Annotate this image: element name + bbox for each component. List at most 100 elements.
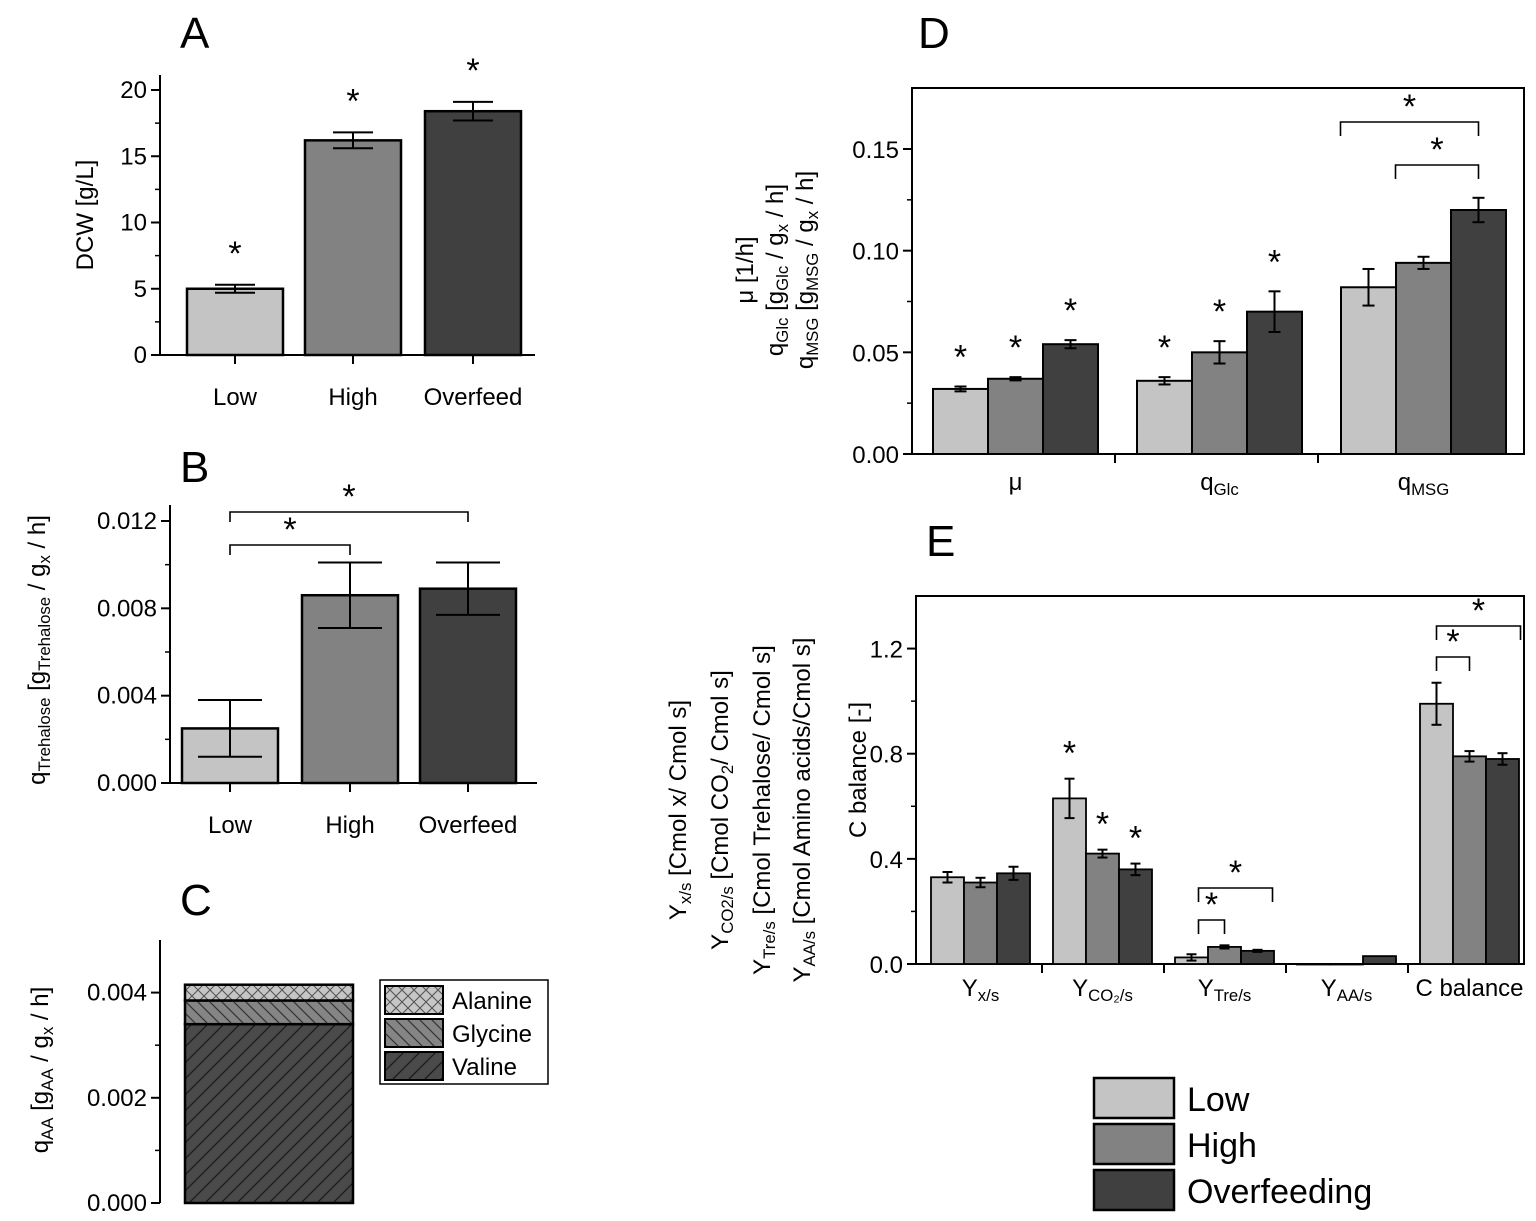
e-category-label-part: AA/s: [1337, 986, 1372, 1005]
e-y-title-line-part: Y: [789, 966, 816, 982]
c-legend-swatch-alanine: [384, 985, 444, 1015]
e-bracket-c-low-over-star: *: [1472, 592, 1485, 630]
d-y-title-line-part: q: [762, 343, 789, 356]
d-y-title-line-part: / g: [762, 232, 789, 265]
e-significance-star: *: [1096, 806, 1109, 844]
e-bar-high: [1329, 963, 1364, 966]
b-y-axis-tick-label: 0.012: [97, 508, 157, 535]
e-category-label: Yx/s: [962, 975, 999, 1005]
b-y-title-part: [g: [24, 671, 51, 698]
d-y-title-line: μ [1/h]: [732, 236, 759, 303]
d-category-label-part: μ: [1009, 469, 1023, 496]
c-y-title-part: AA: [38, 1068, 57, 1091]
b-y-title-part: / h]: [24, 515, 51, 555]
d-bar-low: [1340, 286, 1397, 455]
d-significance-star: *: [1009, 329, 1022, 367]
a-y-axis-tick-label: 0: [134, 342, 147, 369]
e-y-title-line: YTre/s [Cmol Trehalose/ Cmol s]: [749, 645, 779, 975]
e-y-title-line: YCO2/s [Cmol CO2/ Cmol s]: [707, 670, 737, 950]
c-y-title: qAA [gAA / gx / h]: [27, 987, 57, 1154]
legend-swatch-overfeeding: [1092, 1168, 1176, 1212]
d-significance-star: *: [1158, 329, 1171, 367]
panel-label-e: E: [926, 517, 955, 566]
e-y-title-line-part: x/s: [676, 883, 695, 904]
b-bracket-low-high-star: *: [283, 511, 296, 549]
e-bar-low: [1419, 702, 1454, 965]
d-bar-high: [987, 377, 1044, 455]
d-y-title-line-part: q: [792, 356, 819, 369]
a-bar-high: [303, 139, 403, 357]
d-y-tick-label: 0.10: [852, 239, 899, 266]
e-category-label-part: Y: [1198, 975, 1214, 1002]
d-y-title-line-part: MSG: [803, 253, 822, 291]
c-y-title-part: / h]: [27, 987, 54, 1027]
c-y-title-part: / g: [27, 1035, 54, 1068]
d-significance-star: *: [1064, 292, 1077, 330]
e-y-title-line-part: [Cmol x/ Cmol s]: [665, 700, 692, 883]
e-y-title-line-part: [Cmol Trehalose/ Cmol s]: [749, 645, 776, 921]
e-category-label-part: Y: [1321, 975, 1337, 1002]
d-y-tick-label: 0.15: [852, 137, 899, 164]
e-category-label-part: x/s: [978, 986, 999, 1005]
b-category-label: Low: [208, 812, 253, 839]
e-y-tick-label: 0.8: [870, 742, 903, 769]
c-bar-segment-valine: [183, 1022, 355, 1205]
c-legend-label: Glycine: [452, 1021, 532, 1048]
c-y-axis-tick-label: 0.002: [87, 1085, 147, 1112]
d-bar-overfeeding: [1246, 310, 1303, 455]
a-bar-low: [185, 287, 285, 357]
b-category-label: High: [325, 812, 374, 839]
e-y-title-line-part: / Cmol s]: [707, 670, 734, 765]
d-category-label-part: q: [1398, 469, 1411, 496]
d-significance-star: *: [1213, 293, 1226, 331]
d-bar-overfeeding: [1450, 209, 1507, 455]
e-y-title-line-part: AA/s: [800, 931, 819, 966]
panel-label-c: C: [180, 876, 212, 925]
d-y-title-line-part: x: [773, 223, 792, 232]
legend-swatch-high: [1092, 1122, 1176, 1166]
d-y-title-line: qMSG [gMSG / gx / h]: [792, 171, 822, 369]
d-bracket-high-over: [1394, 164, 1480, 179]
d-y-title-line-part: Glc: [773, 318, 792, 343]
e-y-tick-label: 0.0: [870, 952, 903, 979]
e-y-title-line-part: [Cmol CO: [707, 774, 734, 886]
panel-label-b: B: [180, 443, 209, 492]
legend-label-low: Low: [1187, 1081, 1250, 1119]
d-category-label-part: MSG: [1411, 480, 1449, 499]
e-y-title-line-part: [Cmol Amino acids/Cmol s]: [789, 638, 816, 931]
e-y-title-line-part: Tre/s: [760, 921, 779, 959]
e-y-title-line-part: Y: [707, 934, 734, 950]
e-bar-high: [963, 881, 998, 965]
d-y-title-line-part: MSG: [803, 318, 822, 356]
c-legend-label: Alanine: [452, 988, 532, 1015]
b-y-title-part: x: [35, 555, 54, 564]
b-y-title-part: Trehalose: [35, 597, 54, 671]
d-y-title-line: qGlc [gGlc / gx / h]: [762, 184, 792, 356]
d-y-title-line-part: [g: [792, 291, 819, 318]
e-bar-low: [930, 876, 965, 965]
d-significance-star: *: [954, 338, 967, 376]
legend-label-high: High: [1187, 1127, 1257, 1165]
a-significance-star: *: [346, 82, 359, 120]
a-y-axis-tick-label: 15: [120, 143, 147, 170]
e-y-title-c-balance: C balance [-]: [845, 702, 872, 838]
d-category-label-part: Glc: [1214, 480, 1239, 499]
e-category-label: YTre/s: [1198, 975, 1252, 1005]
d-bar-high: [1395, 261, 1452, 455]
e-y-title-line: YAA/s [Cmol Amino acids/Cmol s]: [789, 638, 819, 983]
b-y-title-part: q: [24, 772, 51, 785]
e-category-label-part: Y: [1072, 975, 1088, 1002]
b-bracket-low-high: [229, 544, 351, 555]
e-category-label: C balance: [1415, 975, 1523, 1002]
e-category-label-part: Tre/s: [1214, 986, 1252, 1005]
a-category-label: Low: [213, 384, 258, 411]
c-y-title-part: [g: [27, 1091, 54, 1118]
e-bar-overfeeding: [1362, 955, 1397, 965]
c-legend-swatch-valine: [384, 1051, 444, 1081]
e-significance-star: *: [1129, 820, 1142, 858]
a-bar-overfeed: [423, 109, 523, 357]
b-y-title-part: Trehalose: [35, 698, 54, 772]
a-y-title: DCW [g/L]: [72, 160, 99, 271]
c-y-title-part: q: [27, 1140, 54, 1153]
